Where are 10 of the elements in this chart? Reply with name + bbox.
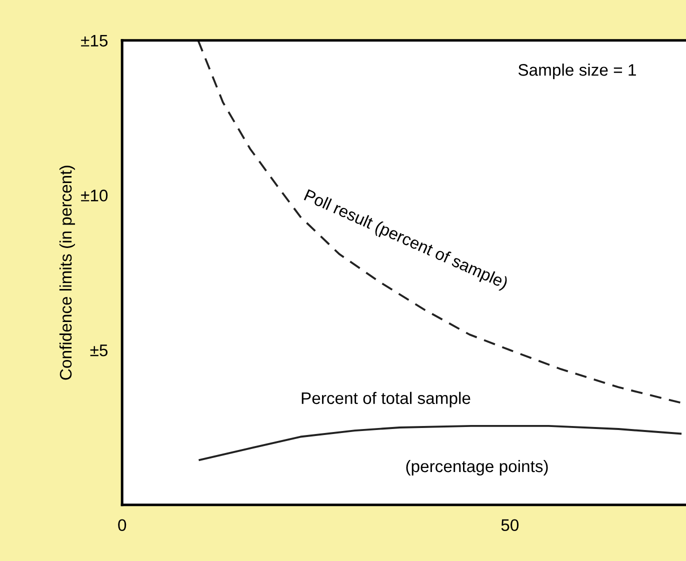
series-label: Percent of total sample — [302, 392, 470, 408]
y-tick-label: ±5 — [90, 344, 108, 356]
y-tick-label: ±15 — [81, 34, 108, 47]
line-series — [198, 424, 682, 461]
annotation: (percentage points) — [406, 460, 548, 476]
x-tick-label: 50 — [501, 519, 519, 532]
y-tick-label: ±10 — [81, 190, 108, 202]
annotation: Sample size = 1 — [518, 64, 636, 80]
y-axis-title: Confidence limits (in percent) — [59, 166, 75, 380]
x-tick-label: 0 — [118, 519, 126, 532]
